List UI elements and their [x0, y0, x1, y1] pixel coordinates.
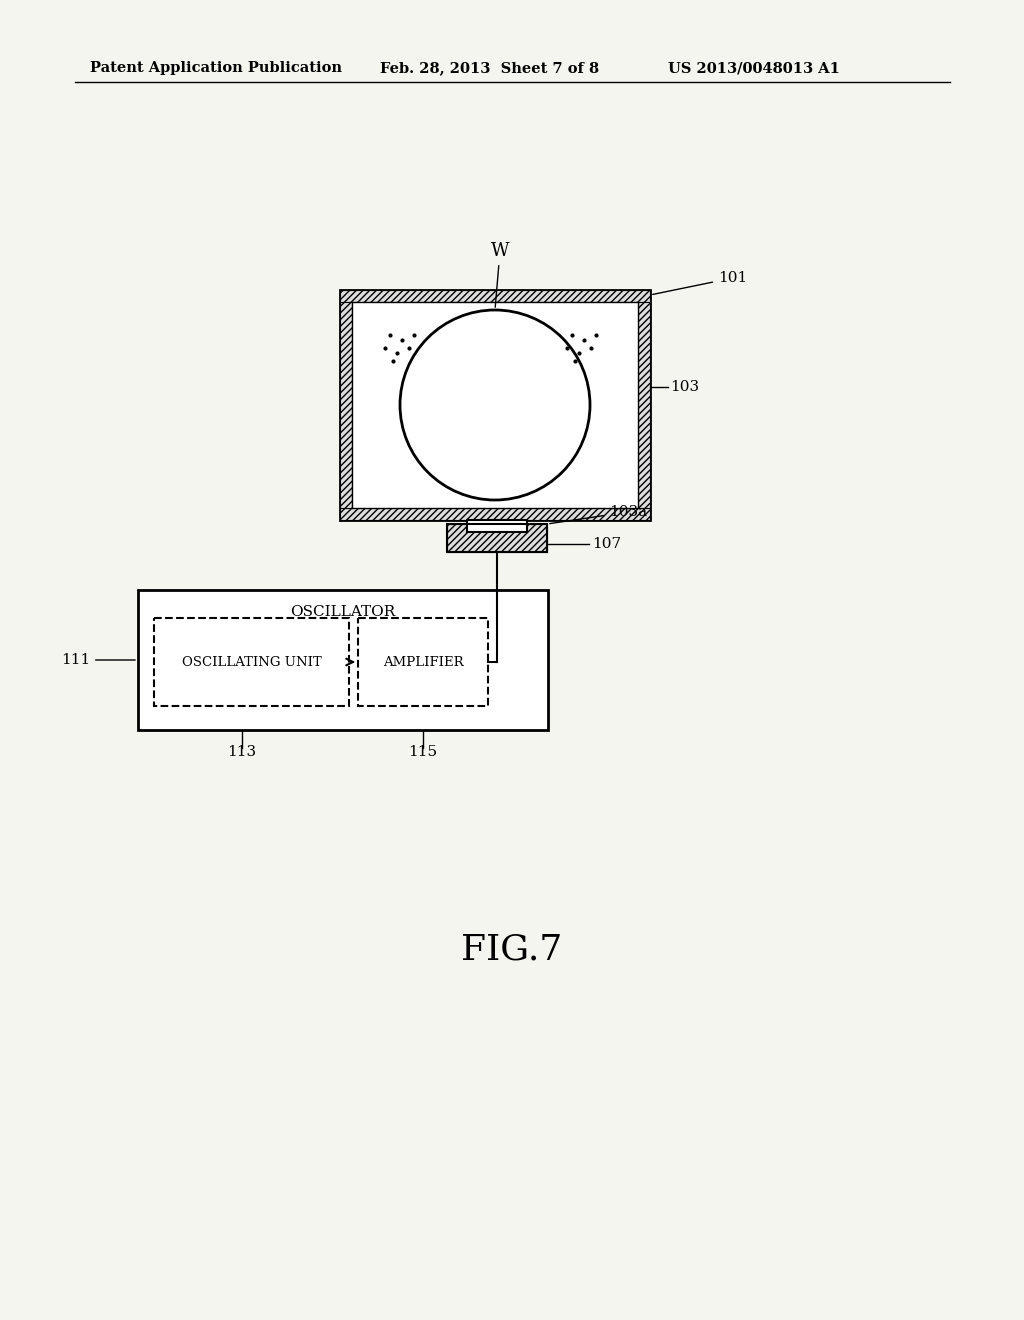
Text: AMPLIFIER: AMPLIFIER: [383, 656, 463, 668]
Bar: [352, 302, 638, 508]
Text: OSCILLATOR: OSCILLATOR: [291, 605, 395, 619]
Text: Patent Application Publication: Patent Application Publication: [90, 61, 342, 75]
Bar: [467, 520, 527, 532]
Text: 113: 113: [227, 744, 256, 759]
Text: 101: 101: [652, 271, 748, 294]
Text: US 2013/0048013 A1: US 2013/0048013 A1: [668, 61, 840, 75]
Text: 115: 115: [409, 744, 437, 759]
Bar: [358, 618, 488, 706]
Text: FIG.7: FIG.7: [462, 933, 562, 968]
Circle shape: [400, 310, 590, 500]
Bar: [340, 290, 650, 520]
Bar: [340, 302, 352, 508]
Bar: [138, 590, 548, 730]
Text: OSCILLATING UNIT: OSCILLATING UNIT: [181, 656, 322, 668]
Bar: [154, 618, 349, 706]
Text: 107: 107: [592, 537, 622, 550]
Text: W: W: [490, 242, 509, 308]
Bar: [340, 290, 650, 302]
Text: 103: 103: [670, 380, 699, 393]
Bar: [638, 302, 650, 508]
Bar: [447, 524, 547, 552]
Text: Feb. 28, 2013  Sheet 7 of 8: Feb. 28, 2013 Sheet 7 of 8: [380, 61, 599, 75]
Text: 111: 111: [60, 653, 135, 667]
Text: 103a: 103a: [550, 506, 647, 524]
Bar: [447, 524, 547, 552]
Bar: [340, 508, 650, 520]
